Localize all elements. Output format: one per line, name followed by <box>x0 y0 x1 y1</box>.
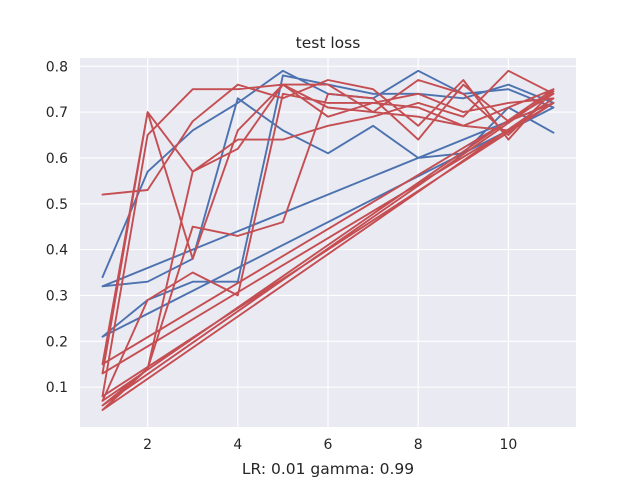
y-tick-label: 0.4 <box>46 243 68 259</box>
x-axis-label: LR: 0.01 gamma: 0.99 <box>242 460 414 478</box>
y-tick-labels: 0.1 0.2 0.3 0.4 0.5 0.6 0.7 0.8 <box>46 59 68 396</box>
y-tick-label: 0.1 <box>46 380 68 396</box>
x-tick-label: 4 <box>233 437 242 453</box>
series-line-2 <box>101 69 555 411</box>
x-tick-labels: 2 4 6 8 10 <box>143 437 517 453</box>
y-tick-label: 0.5 <box>46 197 68 213</box>
y-tick-label: 0.7 <box>46 105 68 121</box>
x-tick-label: 2 <box>143 437 152 453</box>
x-tick-label: 10 <box>499 437 517 453</box>
x-tick-label: 6 <box>324 437 333 453</box>
series-layer <box>101 69 555 411</box>
x-tick-label: 8 <box>414 437 423 453</box>
y-tick-label: 0.6 <box>46 151 68 167</box>
y-tick-label: 0.8 <box>46 59 68 75</box>
y-tick-label: 0.2 <box>46 334 68 350</box>
grid <box>80 58 576 427</box>
chart-title: test loss <box>296 34 361 52</box>
y-tick-label: 0.3 <box>46 288 68 304</box>
